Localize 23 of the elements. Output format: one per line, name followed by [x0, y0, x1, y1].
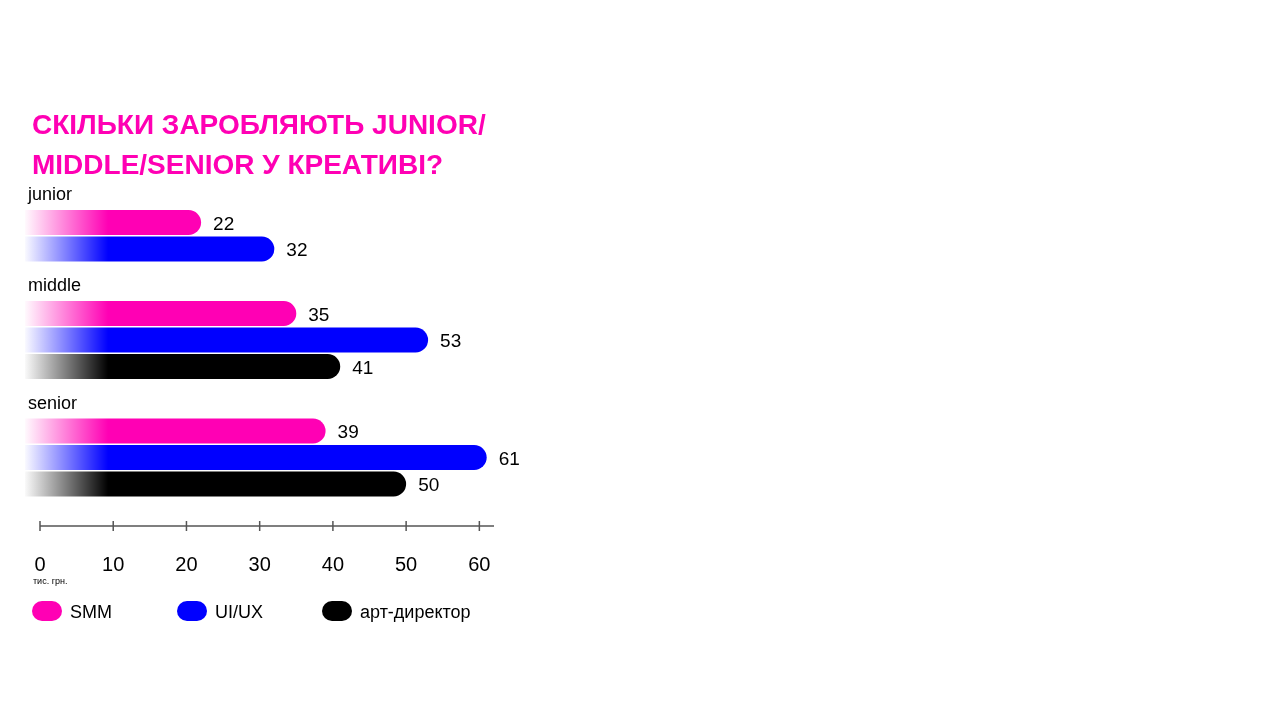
data-label: 50: [418, 474, 440, 495]
data-label: 22: [213, 212, 235, 234]
x-tick-label: 40: [321, 553, 345, 575]
data-label: 39: [337, 421, 359, 442]
chart-title: СКІЛЬКИ ЗАРОБЛЯЮТЬ JUNIOR/ MIDDLE/SENIOR У КРЕАТИВІ?: [32, 109, 486, 180]
x-tick-label: 20: [175, 553, 198, 575]
legend-label: арт-директор: [360, 602, 471, 622]
data-label: 53: [440, 330, 462, 351]
x-axis-title: тис. грн.: [33, 576, 68, 586]
x-tick-label: 0: [34, 553, 46, 575]
x-tick-label: 50: [395, 553, 418, 575]
y-tick-label: middle: [28, 275, 82, 295]
x-tick-label: 30: [248, 553, 271, 575]
legend-label: UI/UX: [215, 602, 264, 622]
x-tick-label: 10: [102, 553, 125, 575]
data-label: 61: [498, 447, 520, 469]
data-label: 41: [352, 356, 374, 378]
y-tick-label: senior: [28, 392, 78, 413]
data-label: 32: [286, 239, 308, 260]
x-tick-label: 60: [468, 553, 491, 575]
legend-label: SMM: [70, 602, 112, 622]
y-tick-label: junior: [27, 184, 73, 204]
data-label: 35: [308, 303, 330, 325]
